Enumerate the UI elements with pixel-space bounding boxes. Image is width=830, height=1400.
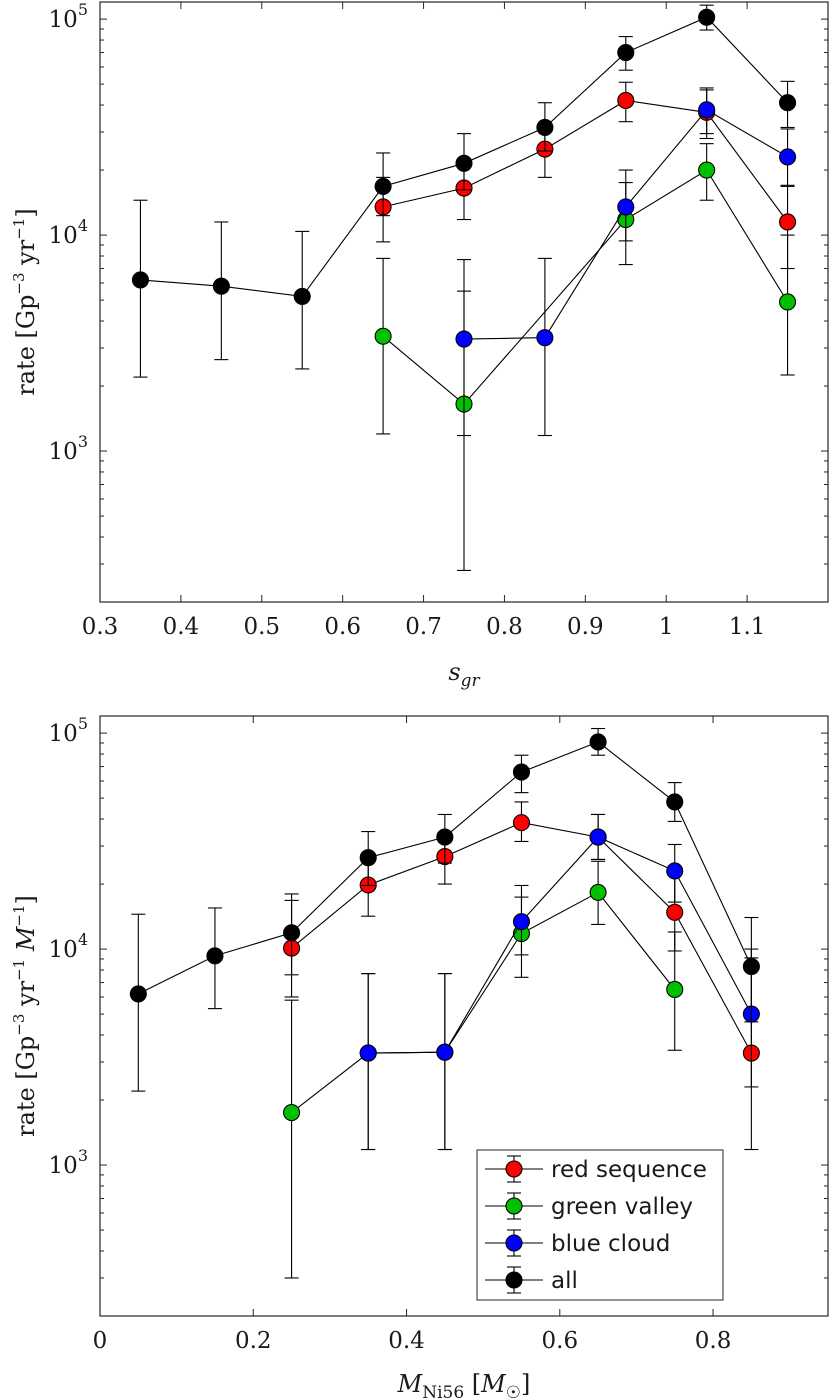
data-point [589,883,607,901]
legend-entry: green valley [485,1192,693,1220]
series-layer [129,727,760,1279]
x-tick-label: 0 [93,1328,108,1354]
y-tick-label: 104 [49,216,88,249]
x-tick-label: 0.6 [324,614,361,640]
data-point [359,849,377,867]
data-point [779,293,797,311]
x-axis-ticks: 0.3 0.4 0.5 0.6 0.7 0.8 0.9 1 1.1 [82,2,766,640]
data-point [283,924,301,942]
data-point [617,44,635,62]
x-tick-label: 1 [659,614,674,640]
x-tick-label: 0.3 [82,614,119,640]
legend-entry: blue cloud [485,1229,670,1257]
data-point [666,980,684,999]
data-point [617,198,635,216]
series-line [382,99,789,223]
x-tick-label: 0.6 [542,1328,579,1354]
x-axis-label: MNi56 [M☉] [397,1370,531,1400]
data-point [359,1044,377,1062]
data-point [698,161,716,179]
legend-marker [505,1160,523,1178]
data-point [293,287,311,305]
series-all [131,4,797,378]
data-point [436,828,454,846]
x-tick-label: 0.8 [486,614,523,640]
x-tick-label: 0.8 [695,1328,732,1354]
data-point [212,277,230,295]
data-point [206,947,224,965]
data-point [374,177,392,195]
legend-entry: all [485,1266,578,1294]
data-point [455,154,473,172]
legend-marker [505,1234,523,1252]
y-axis-ticks: 103 104 105 [49,0,828,603]
y-tick-label: 103 [49,432,88,465]
x-tick-label: 0.5 [243,614,280,640]
data-point [536,329,554,347]
data-point [742,957,760,976]
y-tick-label: 105 [49,714,88,747]
data-point [779,213,797,231]
legend-label: all [551,1268,578,1294]
y-tick-label: 105 [49,0,88,33]
data-point [129,985,147,1003]
data-point [512,763,531,781]
series-layer [131,4,797,571]
data-point [666,903,684,921]
data-point [512,814,531,832]
series-all [129,727,760,1092]
series-line [291,891,676,1114]
data-point [436,1043,454,1061]
data-point [666,862,684,880]
data-point [698,8,716,26]
x-axis-label: sgr [448,658,480,691]
y-tick-label: 104 [49,930,88,963]
data-point [779,94,797,112]
y-axis-ticks: 103 104 105 [49,714,828,1317]
data-point [666,793,684,811]
legend-label: blue cloud [551,1231,670,1257]
data-point [617,91,635,110]
x-tick-label: 0.7 [405,614,442,640]
data-point [589,733,607,751]
y-axis-label: rate [Gp−3 yr−1 M−1] [10,895,40,1137]
x-axis-ticks: 0 0.2 0.4 0.6 0.8 [93,716,732,1354]
series-blue-cloud [455,87,797,437]
legend-label: red sequence [551,1157,707,1183]
legend-marker [505,1271,523,1289]
data-point [283,1104,301,1122]
y-tick-label: 103 [49,1146,88,1179]
data-point [589,828,607,846]
y-axis-label: rate [Gp−3 yr−1] [10,208,40,395]
x-tick-label: 0.9 [567,614,604,640]
data-point [536,118,554,137]
data-point [779,148,797,166]
x-tick-label: 0.4 [163,614,200,640]
data-point [512,913,531,931]
legend-marker [505,1197,523,1215]
data-point [374,327,392,345]
x-tick-label: 0.4 [388,1328,425,1354]
data-point [455,330,473,348]
legend-label: green valley [551,1194,693,1220]
x-tick-label: 1.1 [729,614,766,640]
legend: red sequence green valley blue cloud all [476,1149,724,1301]
legend-entry: red sequence [485,1155,707,1183]
series-line [368,836,752,1054]
data-point [131,271,149,289]
x-tick-label: 0.2 [235,1328,272,1354]
bottom-panel: 0 0.2 0.4 0.6 0.8 103 104 105 red sequence gree… [10,714,829,1400]
data-point [698,101,716,119]
